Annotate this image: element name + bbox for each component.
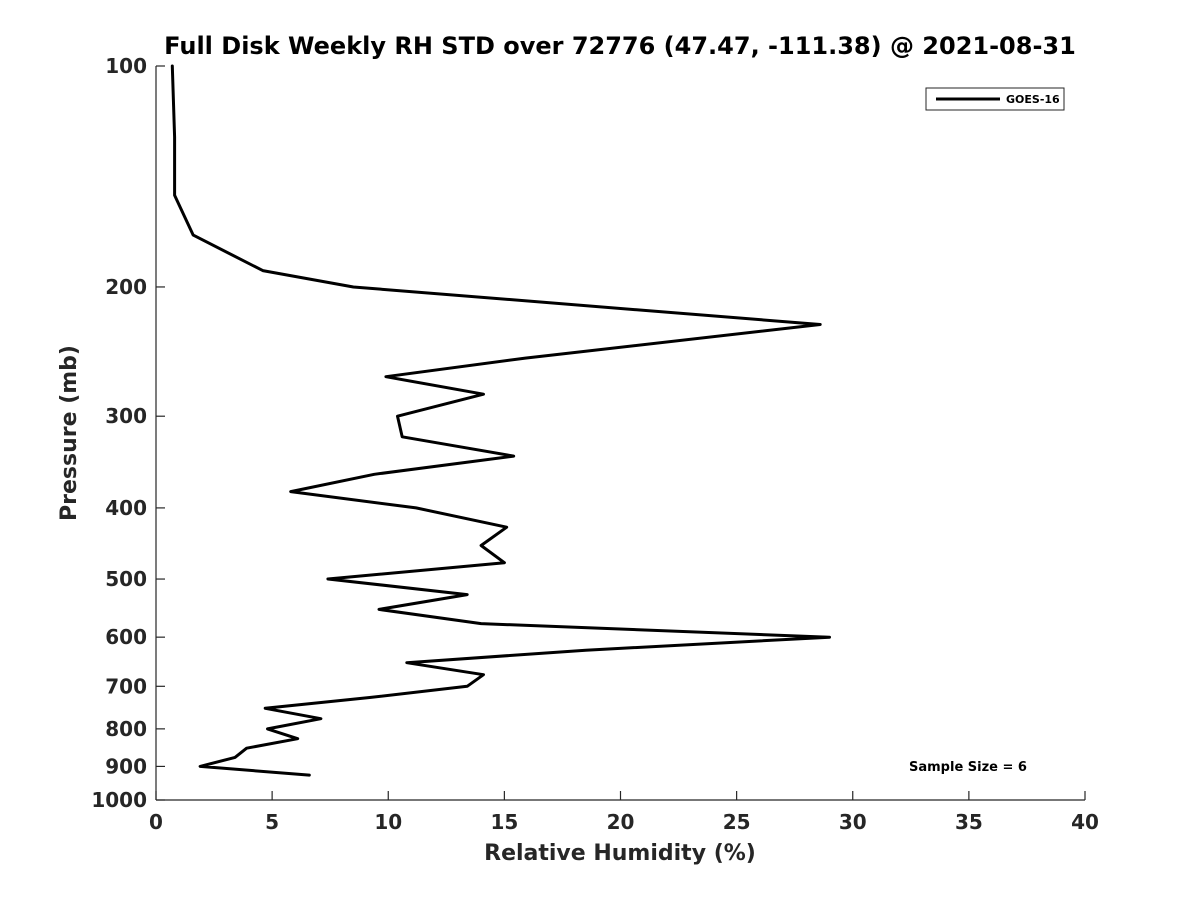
y-tick-label: 400: [105, 496, 147, 520]
x-tick-label: 20: [607, 810, 635, 834]
series-line-goes-16: [170, 64, 831, 777]
legend: GOES-16: [925, 87, 1065, 111]
y-tick-label: 200: [105, 275, 147, 299]
y-axis-label: Pressure (mb): [57, 345, 82, 521]
y-tick-label: 700: [105, 674, 147, 698]
y-tick-label: 800: [105, 717, 147, 741]
y-axis-ticks: 100 200 300 400 500 600 700 800 900 1000: [91, 54, 165, 812]
y-tick-label: 600: [105, 625, 147, 649]
y-tick-label: 100: [105, 54, 147, 78]
x-tick-label: 15: [490, 810, 518, 834]
series-layer: [170, 64, 831, 777]
y-tick-label: 500: [105, 567, 147, 591]
y-tick-label: 1000: [91, 788, 147, 812]
x-tick-label: 5: [265, 810, 279, 834]
sample-size-annotation: Sample Size = 6: [909, 760, 1027, 775]
x-tick-label: 25: [723, 810, 751, 834]
x-tick-label: 10: [374, 810, 402, 834]
chart-title: Full Disk Weekly RH STD over 72776 (47.4…: [164, 32, 1076, 60]
x-axis-ticks: 0 5 10 15 20 25 30 35 40: [149, 791, 1099, 834]
legend-label: GOES-16: [1006, 93, 1060, 106]
x-tick-label: 0: [149, 810, 163, 834]
x-axis-label: Relative Humidity (%): [484, 841, 756, 866]
x-tick-label: 35: [955, 810, 983, 834]
y-tick-label: 300: [105, 404, 147, 428]
y-tick-label: 900: [105, 754, 147, 778]
x-tick-label: 30: [839, 810, 867, 834]
x-tick-label: 40: [1071, 810, 1099, 834]
